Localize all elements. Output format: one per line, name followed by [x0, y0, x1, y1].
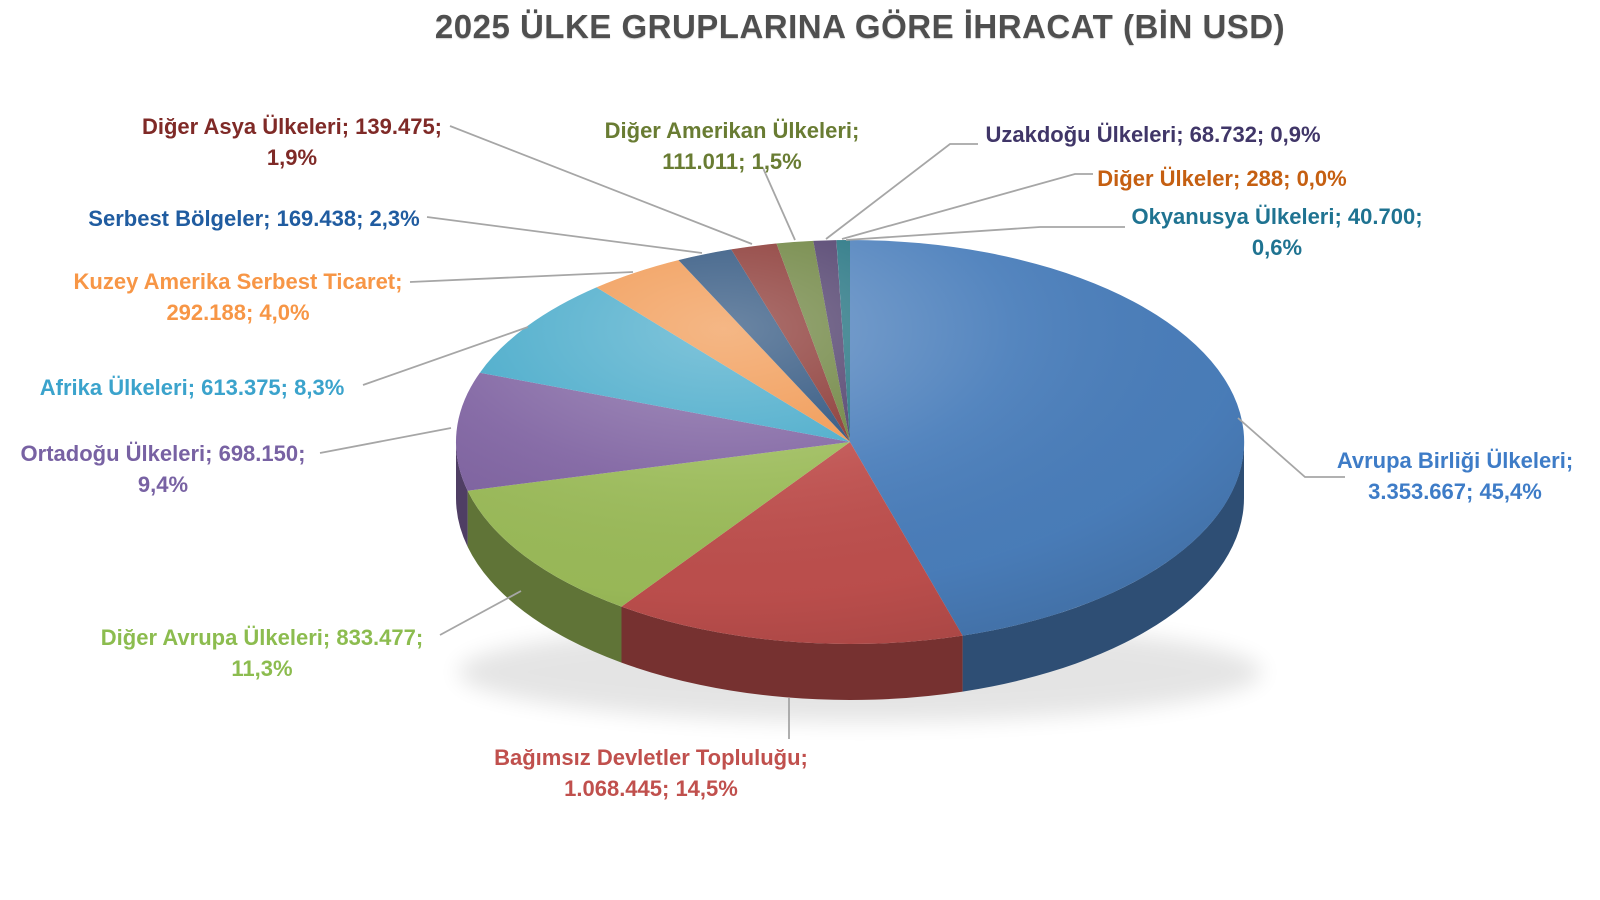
leader-line-8 — [762, 167, 796, 241]
label-text-line: Ortadoğu Ülkeleri; 698.150; — [20, 441, 306, 466]
data-label-bagimsiz-devletler: Bağımsız Devletler Topluluğu; 1.068.445;… — [494, 742, 808, 804]
data-label-diger-asya: Diğer Asya Ülkeleri; 139.475; 1,9% — [142, 111, 442, 173]
label-text-line: Bağımsız Devletler Topluluğu; — [494, 745, 808, 770]
leader-line-10 — [841, 173, 1093, 240]
leader-line-0 — [1237, 417, 1345, 478]
label-text-line: 0,6% — [1251, 235, 1303, 260]
label-text-line: Okyanusya Ülkeleri; 40.700; — [1131, 204, 1423, 229]
leader-line-2 — [439, 590, 522, 636]
data-label-uzakdogu: Uzakdoğu Ülkeleri; 68.732; 0,9% — [985, 119, 1320, 150]
leader-line-6 — [426, 216, 703, 254]
label-text-line: Afrika Ülkeleri; 613.375; 8,3% — [39, 375, 345, 400]
label-text-line: 292.188; 4,0% — [166, 300, 310, 325]
data-label-kuzey-amerika: Kuzey Amerika Serbest Ticaret; 292.188; … — [74, 266, 403, 328]
leader-line-9 — [825, 143, 978, 240]
label-text-line: 111.011; 1,5% — [662, 149, 802, 174]
label-text-line: 1,9% — [266, 145, 318, 170]
data-label-diger-avrupa: Diğer Avrupa Ülkeleri; 833.477; 11,3% — [101, 622, 423, 684]
data-label-ortadogu: Ortadoğu Ülkeleri; 698.150; 9,4% — [21, 438, 306, 500]
leader-line-11 — [845, 226, 1125, 241]
label-text-line: Serbest Bölgeler; 169.438; 2,3% — [88, 206, 420, 231]
leader-line-7 — [449, 125, 753, 245]
label-text-line: Diğer Ülkeler; 288; 0,0% — [1097, 166, 1347, 191]
pie-slices — [455, 239, 1262, 722]
leader-line-3 — [319, 427, 452, 454]
label-text-line: 11,3% — [231, 656, 293, 681]
label-text-line: Diğer Avrupa Ülkeleri; 833.477; — [100, 625, 424, 650]
pie-slice-wall-2 — [467, 490, 622, 663]
label-text-line: Uzakdoğu Ülkeleri; 68.732; 0,9% — [985, 122, 1321, 147]
pie-slice-wall-1 — [621, 606, 963, 701]
label-text-line: Avrupa Birliği Ülkeleri; — [1336, 448, 1574, 473]
leader-line-4 — [362, 326, 529, 386]
chart-title: 2025 ÜLKE GRUPLARINA GÖRE İHRACAT (BİN U… — [434, 8, 1286, 45]
label-text-line: 1.068.445; 14,5% — [564, 776, 738, 801]
data-label-avrupa-birligi: Avrupa Birliği Ülkeleri; 3.353.667; 45,4… — [1337, 445, 1573, 507]
data-label-serbest-bolgeler: Serbest Bölgeler; 169.438; 2,3% — [88, 203, 419, 234]
data-label-okyanusya: Okyanusya Ülkeleri; 40.700; 0,6% — [1131, 201, 1422, 263]
label-text-line: Diğer Asya Ülkeleri; 139.475; — [141, 114, 443, 139]
leader-line-5 — [409, 271, 634, 283]
leader-lines — [319, 125, 1345, 739]
label-text-line: 9,4% — [137, 472, 189, 497]
label-text-line: Kuzey Amerika Serbest Ticaret; — [73, 269, 403, 294]
data-label-diger-ulkeler: Diğer Ülkeler; 288; 0,0% — [1097, 163, 1346, 194]
label-text-line: Diğer Amerikan Ülkeleri; — [604, 118, 860, 143]
data-label-afrika: Afrika Ülkeleri; 613.375; 8,3% — [40, 372, 345, 403]
label-text-line: 3.353.667; 45,4% — [1368, 479, 1542, 504]
data-label-diger-amerikan: Diğer Amerikan Ülkeleri; 111.011; 1,5% — [605, 115, 860, 177]
pie-slice-wall-3 — [456, 442, 468, 547]
pie-slice-wall-0 — [962, 442, 1244, 692]
pie-top-sheen — [456, 240, 1244, 644]
